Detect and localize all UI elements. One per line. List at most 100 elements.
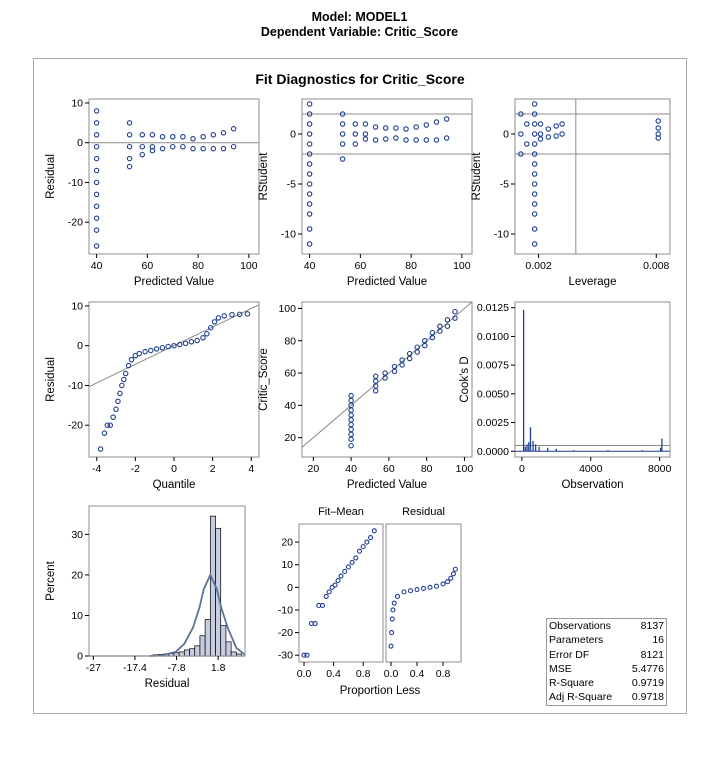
data-point xyxy=(148,347,154,354)
data-point xyxy=(553,123,559,129)
data-point xyxy=(429,334,436,341)
data-point xyxy=(414,587,420,593)
y-axis-label: Residual xyxy=(45,357,57,402)
data-point xyxy=(220,130,227,136)
data-point xyxy=(559,131,565,137)
data-point xyxy=(93,227,100,233)
data-point xyxy=(139,151,146,158)
data-point xyxy=(393,135,399,141)
data-point xyxy=(531,171,538,177)
x-tick-label: 40 xyxy=(91,260,103,272)
y-tick-label: -30 xyxy=(278,650,293,662)
x-axis-label: Observation xyxy=(561,479,623,491)
x-tick-label: 80 xyxy=(192,260,204,272)
x-tick-label: 100 xyxy=(453,260,471,272)
data-point xyxy=(165,343,171,350)
data-point xyxy=(390,607,396,613)
y-tick-label: -20 xyxy=(68,217,83,229)
y-tick-label: 0.0100 xyxy=(477,331,509,343)
data-point xyxy=(304,652,310,658)
histogram-bar xyxy=(225,641,232,657)
data-point xyxy=(531,131,538,137)
data-point xyxy=(423,137,430,143)
data-point xyxy=(230,143,237,150)
data-point xyxy=(452,315,458,321)
data-point xyxy=(531,151,538,157)
data-point xyxy=(119,382,125,389)
data-point xyxy=(93,243,100,249)
x-tick-label: 0 xyxy=(171,463,177,475)
data-point xyxy=(372,388,379,394)
data-point xyxy=(413,137,419,143)
data-point xyxy=(93,179,100,186)
fit-diagnostics-panel: Fit Diagnostics for Critic_Score 40 60 80 10… xyxy=(33,58,687,714)
y-tick-label: 0 xyxy=(77,651,83,663)
y-tick-label: 0 xyxy=(503,129,509,141)
data-point xyxy=(126,163,133,170)
data-point xyxy=(306,191,313,197)
y-tick-label: -5 xyxy=(287,179,296,191)
data-point xyxy=(306,161,313,167)
data-point xyxy=(323,593,329,599)
data-point xyxy=(169,143,176,150)
data-point xyxy=(306,181,313,187)
y-tick-label: -10 xyxy=(281,229,296,241)
y-axis-label: Cook's D xyxy=(459,356,471,402)
x-axis-label: Quantile xyxy=(153,479,196,491)
data-point xyxy=(518,131,524,137)
data-point xyxy=(335,578,341,584)
plot-frame xyxy=(88,505,246,657)
data-point xyxy=(93,191,100,198)
stat-value: 0.9718 xyxy=(631,691,664,704)
fit-diagnostics-figure: Fit Diagnostics for Critic_Score 40 60 80 10… xyxy=(45,71,672,697)
stat-label: Parameters xyxy=(549,634,604,647)
stat-value: 16 xyxy=(652,634,664,647)
data-point xyxy=(207,325,214,331)
x-tick-label: 40 xyxy=(304,260,316,272)
data-point xyxy=(352,121,359,127)
data-point xyxy=(200,145,206,152)
y-tick-label: 0.0050 xyxy=(477,388,509,400)
histogram-bar xyxy=(204,619,211,657)
data-point xyxy=(531,181,538,187)
data-point xyxy=(537,121,544,127)
x-tick-label: -27 xyxy=(86,662,101,674)
data-point xyxy=(524,141,530,147)
x-tick-label: 0.0 xyxy=(384,668,399,680)
fit-mean-panel-label: Fit–Mean xyxy=(318,506,364,518)
data-point xyxy=(204,331,210,337)
data-point xyxy=(537,131,544,137)
plot-frame xyxy=(301,301,473,458)
data-point xyxy=(348,417,354,423)
y-tick-label: -5 xyxy=(500,179,509,191)
data-point xyxy=(339,131,346,137)
data-point xyxy=(399,362,405,368)
stat-label: Error DF xyxy=(549,648,590,661)
residual-panel-frame xyxy=(385,523,462,663)
data-point xyxy=(93,203,100,210)
data-point xyxy=(448,575,454,581)
data-point xyxy=(427,584,433,590)
data-point xyxy=(531,201,538,207)
figure-title: Fit Diagnostics for Critic_Score xyxy=(255,71,464,87)
data-point xyxy=(433,137,440,143)
data-point xyxy=(171,342,177,349)
data-point xyxy=(104,422,111,428)
x-tick-label: 60 xyxy=(142,260,154,272)
data-point xyxy=(210,145,217,152)
data-point xyxy=(113,406,119,413)
data-point xyxy=(429,329,436,336)
data-point xyxy=(338,573,344,579)
density-curve xyxy=(149,572,246,657)
stat-row: R-Square 0.9719 xyxy=(547,676,666,690)
data-point xyxy=(312,620,318,627)
stat-value: 8137 xyxy=(640,620,664,632)
data-point xyxy=(121,376,127,383)
data-point xyxy=(364,539,370,545)
data-point xyxy=(352,141,359,147)
data-point xyxy=(531,101,538,107)
data-point xyxy=(388,643,394,649)
data-point xyxy=(182,340,189,347)
data-point xyxy=(348,436,354,442)
y-tick-label: 80 xyxy=(284,335,296,347)
